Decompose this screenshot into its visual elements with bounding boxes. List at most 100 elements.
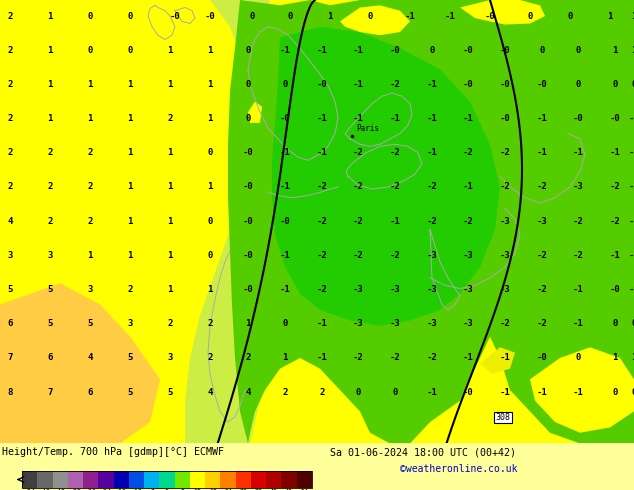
Text: -3: -3 xyxy=(463,319,474,328)
Text: 0: 0 xyxy=(429,46,435,55)
Text: -0: -0 xyxy=(500,114,510,123)
Bar xyxy=(113,471,129,488)
Text: 42: 42 xyxy=(270,489,278,490)
Text: 2: 2 xyxy=(207,319,212,328)
Text: 7: 7 xyxy=(48,388,53,397)
Text: -2: -2 xyxy=(427,182,437,192)
Text: 2: 2 xyxy=(320,388,325,397)
Bar xyxy=(221,471,236,488)
Text: 0: 0 xyxy=(355,388,361,397)
Text: 6: 6 xyxy=(87,388,93,397)
Text: 0: 0 xyxy=(612,319,618,328)
Text: 2: 2 xyxy=(87,148,93,157)
Text: -2: -2 xyxy=(316,182,327,192)
Text: 5: 5 xyxy=(87,319,93,328)
Text: 1: 1 xyxy=(167,217,172,226)
Text: -0: -0 xyxy=(629,285,634,294)
Bar xyxy=(53,471,68,488)
Text: -2: -2 xyxy=(610,217,621,226)
Text: -0: -0 xyxy=(463,80,474,89)
Text: -2: -2 xyxy=(427,353,437,363)
Text: 0: 0 xyxy=(540,46,545,55)
Text: -0: -0 xyxy=(536,353,547,363)
Text: -2: -2 xyxy=(536,251,547,260)
Text: 0: 0 xyxy=(282,319,288,328)
Text: -1: -1 xyxy=(280,182,290,192)
Text: 0: 0 xyxy=(612,80,618,89)
Text: Sa 01-06-2024 18:00 UTC (00+42): Sa 01-06-2024 18:00 UTC (00+42) xyxy=(330,447,516,457)
Text: -12: -12 xyxy=(131,489,143,490)
Text: 5: 5 xyxy=(167,388,172,397)
Text: -1: -1 xyxy=(280,285,290,294)
Text: 12: 12 xyxy=(193,489,202,490)
Text: 0: 0 xyxy=(245,46,250,55)
Text: 1: 1 xyxy=(282,353,288,363)
Text: -2: -2 xyxy=(353,353,363,363)
Text: 3: 3 xyxy=(87,285,93,294)
Text: -1: -1 xyxy=(536,148,547,157)
Text: 1: 1 xyxy=(127,80,133,89)
Text: -1: -1 xyxy=(629,148,634,157)
Text: 2: 2 xyxy=(48,182,53,192)
Text: 1: 1 xyxy=(207,114,212,123)
Text: 1: 1 xyxy=(87,114,93,123)
Polygon shape xyxy=(248,101,262,123)
Bar xyxy=(129,471,144,488)
Text: 1: 1 xyxy=(127,182,133,192)
Text: -1: -1 xyxy=(280,251,290,260)
Text: 0: 0 xyxy=(575,80,581,89)
Text: -3: -3 xyxy=(463,251,474,260)
Text: -1: -1 xyxy=(536,388,547,397)
Text: -2: -2 xyxy=(316,251,327,260)
Text: 48: 48 xyxy=(285,489,293,490)
Text: 0: 0 xyxy=(207,217,212,226)
Text: 38: 38 xyxy=(255,489,262,490)
Text: 54: 54 xyxy=(301,489,308,490)
Text: -48: -48 xyxy=(39,489,51,490)
Text: -2: -2 xyxy=(390,80,401,89)
Text: -1: -1 xyxy=(427,148,437,157)
Text: -2: -2 xyxy=(500,148,510,157)
Text: 0: 0 xyxy=(287,12,293,21)
Text: -2: -2 xyxy=(390,353,401,363)
Polygon shape xyxy=(340,5,410,35)
Text: -1: -1 xyxy=(316,319,327,328)
Bar xyxy=(144,471,159,488)
Text: -0: -0 xyxy=(610,114,621,123)
Text: -2: -2 xyxy=(463,217,474,226)
Text: 0: 0 xyxy=(527,12,533,21)
Text: -3: -3 xyxy=(353,319,363,328)
Text: 0: 0 xyxy=(245,114,250,123)
Text: 1: 1 xyxy=(167,285,172,294)
Text: 0: 0 xyxy=(631,80,634,89)
Text: 0: 0 xyxy=(207,148,212,157)
Bar xyxy=(251,471,266,488)
Text: 0: 0 xyxy=(207,251,212,260)
Text: -24: -24 xyxy=(100,489,112,490)
Text: -2: -2 xyxy=(353,217,363,226)
Text: 1: 1 xyxy=(48,80,53,89)
Text: -2: -2 xyxy=(573,251,583,260)
Text: -0: -0 xyxy=(280,114,290,123)
Text: -1: -1 xyxy=(316,148,327,157)
Text: 1: 1 xyxy=(87,80,93,89)
Text: -1: -1 xyxy=(427,114,437,123)
Text: Paris: Paris xyxy=(356,124,379,133)
Text: 3: 3 xyxy=(8,251,13,260)
Text: 1: 1 xyxy=(48,114,53,123)
Text: 0: 0 xyxy=(631,319,634,328)
Text: -0: -0 xyxy=(243,148,254,157)
Text: 2: 2 xyxy=(8,12,13,21)
Text: 2: 2 xyxy=(8,148,13,157)
Text: -2: -2 xyxy=(427,217,437,226)
Text: -2: -2 xyxy=(500,319,510,328)
Text: 1: 1 xyxy=(167,46,172,55)
Text: -1: -1 xyxy=(463,114,474,123)
Text: 5: 5 xyxy=(8,285,13,294)
Text: -0: -0 xyxy=(536,80,547,89)
Text: -2: -2 xyxy=(536,182,547,192)
Polygon shape xyxy=(0,283,160,443)
Bar xyxy=(22,471,312,488)
Text: 1: 1 xyxy=(607,12,612,21)
Text: 2: 2 xyxy=(207,353,212,363)
